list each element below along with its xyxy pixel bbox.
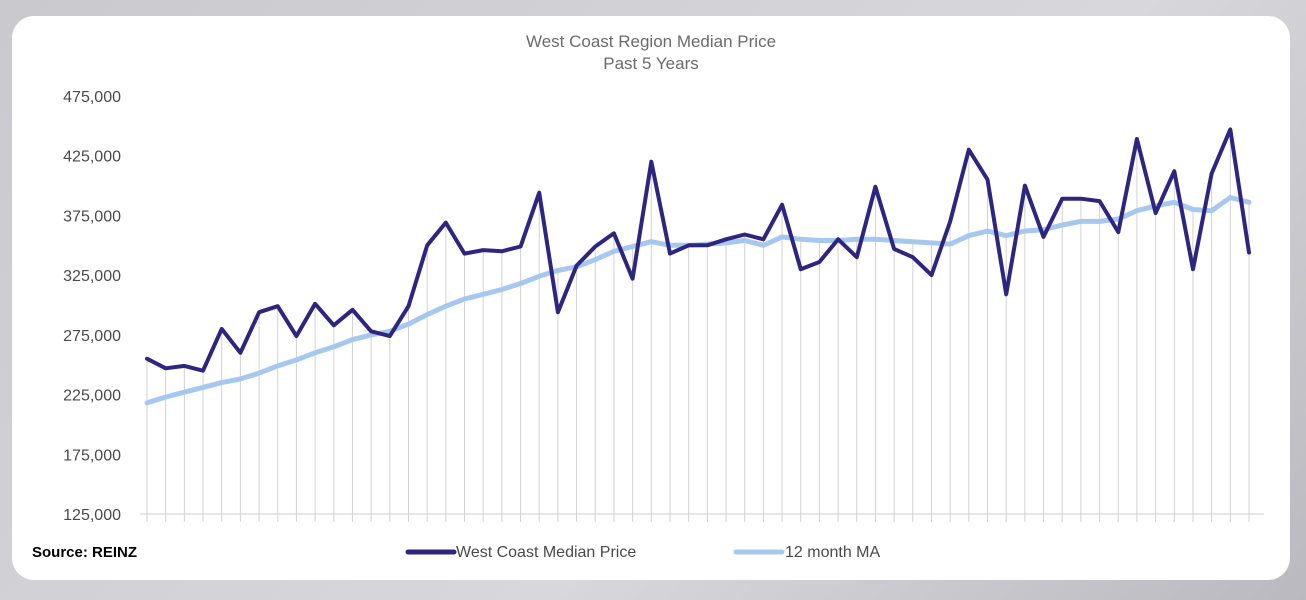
y-tick-label: 225,000 xyxy=(63,388,121,405)
y-tick-label: 175,000 xyxy=(63,447,121,464)
y-tick-label: 325,000 xyxy=(63,268,121,285)
drop-lines xyxy=(146,129,1250,522)
y-tick-label: 425,000 xyxy=(63,149,121,166)
y-axis-ticks: 475,000 425,000 375,000 325,000 275,000 225,0… xyxy=(63,89,121,524)
y-tick-label: 375,000 xyxy=(63,208,121,225)
series-line-12-month-ma xyxy=(144,195,1252,406)
y-tick-label: 475,000 xyxy=(63,89,121,106)
y-tick-label: 275,000 xyxy=(63,328,121,345)
chart-title: West Coast Region Median Price xyxy=(526,32,776,51)
legend-label-median: West Coast Median Price xyxy=(456,544,636,561)
chart-subtitle: Past 5 Years xyxy=(603,54,698,73)
line-chart: West Coast Region Median Price Past 5 Ye… xyxy=(32,32,1264,561)
legend: West Coast Median Price 12 month MA xyxy=(405,544,880,561)
legend-label-ma: 12 month MA xyxy=(785,544,880,561)
source-label: Source: REINZ xyxy=(32,544,137,561)
chart-card: West Coast Region Median Price Past 5 Ye… xyxy=(12,16,1290,580)
series-lines xyxy=(144,127,1252,406)
series-line-median-price xyxy=(145,127,1251,373)
y-tick-label: 125,000 xyxy=(63,507,121,524)
